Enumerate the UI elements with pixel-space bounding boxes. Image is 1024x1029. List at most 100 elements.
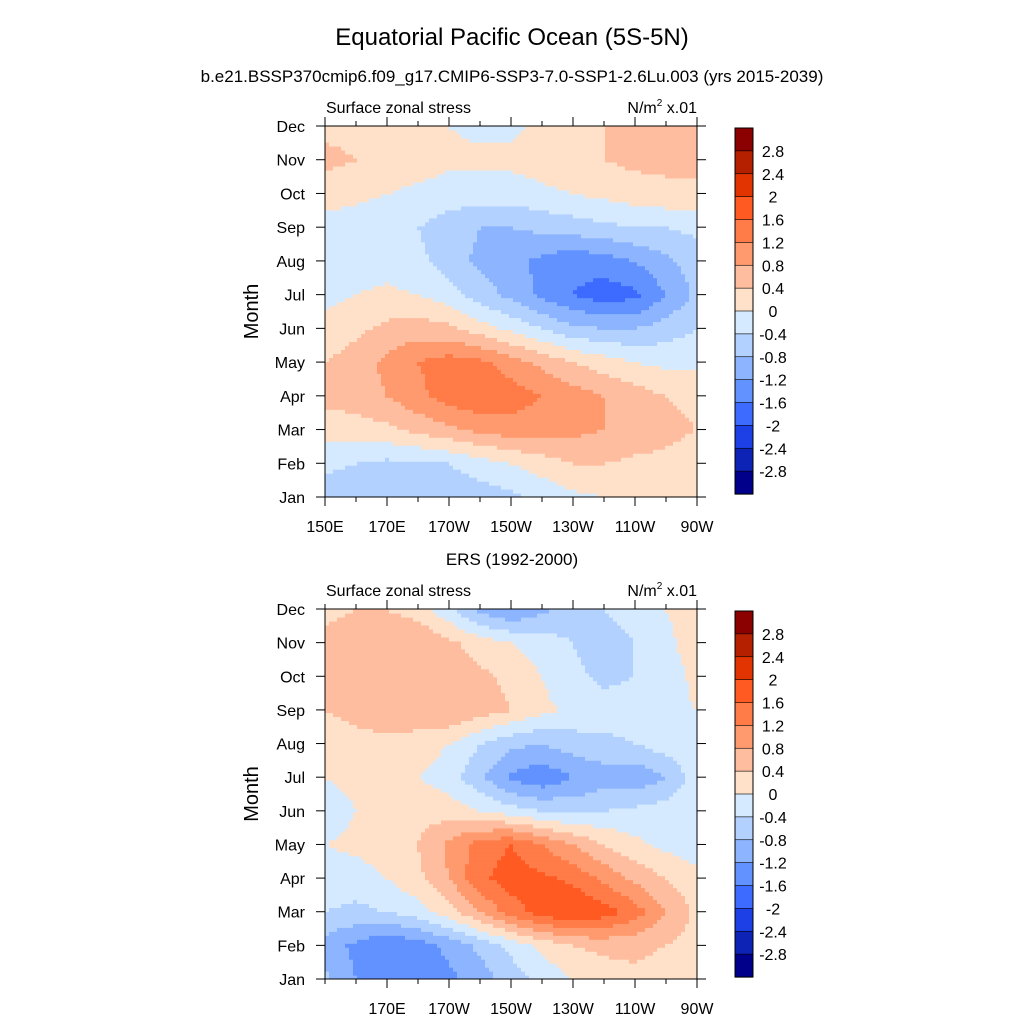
contour-cell — [425, 469, 430, 474]
contour-cell — [505, 333, 510, 338]
contour-cell — [433, 333, 438, 338]
contour-cell — [629, 437, 634, 442]
contour-cell — [361, 425, 366, 430]
contour-cell — [649, 393, 654, 398]
contour-cell — [509, 409, 514, 414]
contour-cell — [361, 445, 366, 450]
contour-cell — [665, 401, 670, 406]
contour-cell — [657, 381, 662, 386]
contour-cell — [597, 377, 602, 382]
contour-cell — [481, 405, 486, 410]
contour-cell — [525, 429, 530, 434]
contour-cell — [445, 429, 450, 434]
contour-cell — [389, 437, 394, 442]
contour-cell — [389, 401, 394, 406]
contour-cell — [661, 437, 666, 442]
contour-cell — [377, 441, 382, 446]
contour-cell — [561, 345, 566, 350]
contour-cell — [673, 417, 678, 422]
contour-cell — [609, 425, 614, 430]
contour-cell — [533, 353, 538, 358]
contour-cell — [589, 294, 594, 299]
contour-cell — [581, 457, 586, 462]
contour-cell — [397, 489, 402, 494]
contour-cell — [449, 441, 454, 446]
contour-cell — [477, 489, 482, 494]
contour-cell — [605, 317, 610, 322]
contour-cell — [473, 361, 478, 366]
contour-cell — [597, 341, 602, 346]
contour-cell — [577, 409, 582, 414]
contour-cell — [481, 441, 486, 446]
contour-cell — [497, 317, 502, 322]
contour-cell — [613, 381, 618, 386]
contour-cell — [685, 325, 690, 330]
contour-cell — [521, 397, 526, 402]
contour-cell — [453, 437, 458, 442]
contour-cell — [685, 485, 690, 490]
contour-cell — [689, 461, 694, 466]
contour-cell — [613, 453, 618, 458]
contour-cell — [365, 365, 370, 370]
contour-cell — [577, 433, 582, 438]
contour-cell — [377, 393, 382, 398]
contour-cell — [685, 457, 690, 462]
contour-cell — [609, 290, 614, 295]
contour-cell — [649, 429, 654, 434]
contour-cell — [357, 409, 362, 414]
contour-cell — [589, 313, 594, 318]
contour-cell — [669, 429, 674, 434]
contour-cell — [641, 433, 646, 438]
contour-cell — [689, 453, 694, 458]
contour-cell — [633, 353, 638, 358]
contour-cell — [597, 485, 602, 490]
contour-cell — [445, 313, 450, 318]
contour-cell — [417, 313, 422, 318]
contour-cell — [609, 441, 614, 446]
contour-cell — [417, 417, 422, 422]
contour-cell — [353, 313, 358, 318]
contour-cell — [637, 329, 642, 334]
contour-cell — [385, 401, 390, 406]
contour-cell — [477, 325, 482, 330]
contour-cell — [433, 481, 438, 486]
contour-cell — [477, 465, 482, 470]
contour-cell — [601, 425, 606, 430]
contour-cell — [585, 469, 590, 474]
contour-cell — [453, 405, 458, 410]
contour-cell — [673, 361, 678, 366]
contour-cell — [533, 417, 538, 422]
contour-cell — [397, 325, 402, 330]
contour-cell — [485, 389, 490, 394]
contour-cell — [541, 421, 546, 426]
contour-cell — [441, 429, 446, 434]
contour-cell — [333, 321, 338, 326]
contour-cell — [493, 469, 498, 474]
contour-cell — [657, 329, 662, 334]
contour-cell — [573, 485, 578, 490]
contour-cell — [369, 401, 374, 406]
contour-cell — [437, 389, 442, 394]
contour-cell — [373, 437, 378, 442]
contour-cell — [377, 329, 382, 334]
contour-cell — [389, 290, 394, 295]
contour-cell — [401, 329, 406, 334]
contour-cell — [397, 294, 402, 299]
contour-cell — [593, 333, 598, 338]
contour-cell — [445, 405, 450, 410]
contour-cell — [509, 353, 514, 358]
contour-cell — [553, 465, 558, 470]
contour-cell — [325, 349, 330, 354]
contour-cell — [393, 473, 398, 478]
contour-cell — [381, 302, 386, 307]
contour-cell — [377, 473, 382, 478]
contour-cell — [449, 381, 454, 386]
contour-cell — [457, 313, 462, 318]
contour-cell — [441, 441, 446, 446]
contour-cell — [605, 365, 610, 370]
contour-cell — [497, 298, 502, 303]
contour-cell — [589, 329, 594, 334]
contour-cell — [417, 389, 422, 394]
contour-cell — [345, 465, 350, 470]
contour-cell — [461, 481, 466, 486]
